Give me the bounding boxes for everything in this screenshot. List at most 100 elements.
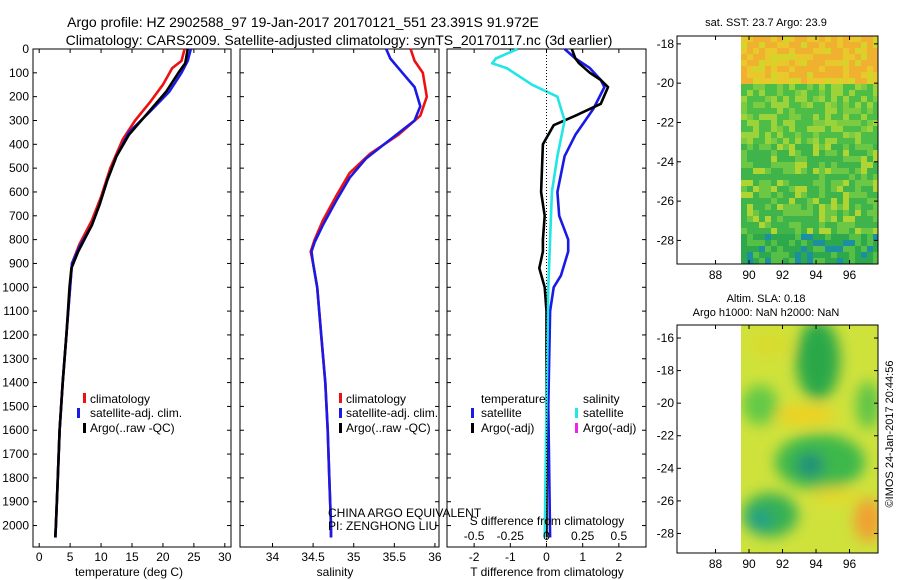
sst-cell	[783, 216, 789, 222]
sst-cell	[855, 210, 861, 216]
depth-tick-label: 1100	[3, 304, 29, 318]
sst-cell	[819, 78, 825, 84]
sst-cell	[807, 156, 813, 162]
sst-cell	[813, 72, 819, 78]
sst-cell	[759, 162, 765, 168]
sst-cell	[867, 108, 873, 114]
sst-cell	[819, 156, 825, 162]
sst-cell	[789, 186, 795, 192]
map-x-tick-label: 88	[709, 268, 723, 282]
sst-cell	[741, 48, 747, 54]
sst-cell	[861, 156, 867, 162]
sst-cell	[771, 60, 777, 66]
credit-line-2: PI: ZENGHONG LIU	[328, 519, 437, 533]
sst-cell	[741, 240, 747, 246]
sst-cell	[837, 168, 843, 174]
sst-cell	[825, 66, 831, 72]
credit-line-1: CHINA ARGO EQUIVALENT	[328, 506, 482, 520]
sst-cell	[855, 252, 861, 258]
sst-cell	[777, 240, 783, 246]
sst-cell	[837, 60, 843, 66]
sst-cell	[807, 54, 813, 60]
sst-cell	[849, 174, 855, 180]
sst-cell	[867, 78, 873, 84]
sst-cell	[765, 108, 771, 114]
sst-cell	[759, 36, 765, 42]
sst-cell	[873, 60, 878, 66]
sst-cell	[789, 132, 795, 138]
sst-cell	[801, 246, 807, 252]
sst-cell	[771, 72, 777, 78]
sst-cell	[771, 138, 777, 144]
sst-cell	[861, 228, 867, 234]
sst-cell	[771, 132, 777, 138]
map-x-tick-label: 96	[843, 557, 857, 571]
sst-cell	[801, 54, 807, 60]
sst-cell	[831, 132, 837, 138]
sst-cell	[855, 180, 861, 186]
sst-cell	[849, 42, 855, 48]
sst-cell	[825, 120, 831, 126]
sst-cell	[759, 252, 765, 258]
sst-cell	[861, 246, 867, 252]
sst-cell	[747, 174, 753, 180]
map-x-tick-label: 92	[776, 557, 790, 571]
sst-cell	[753, 174, 759, 180]
sst-cell	[741, 36, 747, 42]
sst-cell	[813, 252, 819, 258]
sst-cell	[777, 228, 783, 234]
sst-cell	[861, 144, 867, 150]
sst-cell	[771, 156, 777, 162]
sst-cell	[825, 162, 831, 168]
sst-cell	[795, 90, 801, 96]
sst-cell	[795, 78, 801, 84]
series-line-satellite-adj-clim	[310, 48, 422, 538]
sst-cell	[819, 228, 825, 234]
sst-cell	[813, 144, 819, 150]
x-tick-label: 10	[94, 550, 108, 564]
sst-cell	[825, 60, 831, 66]
depth-tick-label: 1700	[2, 447, 29, 461]
map-y-tick-label: -18	[657, 37, 675, 51]
sla-blob	[854, 498, 878, 542]
sst-cell	[837, 234, 843, 240]
sst-cell	[807, 132, 813, 138]
sst-cell	[747, 90, 753, 96]
sst-cell	[771, 90, 777, 96]
sst-cell	[861, 78, 867, 84]
sst-cell	[873, 222, 878, 228]
sst-cell	[831, 222, 837, 228]
sst-cell	[795, 66, 801, 72]
sst-cell	[753, 192, 759, 198]
sst-cell	[807, 216, 813, 222]
map-y-tick-label: -26	[657, 194, 675, 208]
sst-cell	[807, 66, 813, 72]
sst-cell	[807, 222, 813, 228]
sst-cell	[837, 66, 843, 72]
sst-cell	[819, 72, 825, 78]
sst-cell	[771, 96, 777, 102]
sst-cell	[753, 132, 759, 138]
sst-cell	[873, 126, 878, 132]
sst-cell	[747, 150, 753, 156]
sst-cell	[867, 150, 873, 156]
sst-cell	[801, 78, 807, 84]
sst-cell	[807, 72, 813, 78]
sst-cell	[789, 240, 795, 246]
sst-cell	[807, 210, 813, 216]
sst-cell	[819, 198, 825, 204]
sst-cell	[801, 192, 807, 198]
x-tick-label: 0	[543, 550, 550, 564]
sst-cell	[771, 120, 777, 126]
sst-cell	[861, 252, 867, 258]
sst-cell	[777, 102, 783, 108]
sst-cell	[771, 126, 777, 132]
sst-cell	[747, 216, 753, 222]
map-y-tick-label: -20	[657, 396, 675, 410]
sst-cell	[855, 48, 861, 54]
sst-cell	[783, 252, 789, 258]
sst-cell	[855, 132, 861, 138]
sst-cell	[747, 120, 753, 126]
sst-cell	[825, 42, 831, 48]
sst-cell	[855, 60, 861, 66]
